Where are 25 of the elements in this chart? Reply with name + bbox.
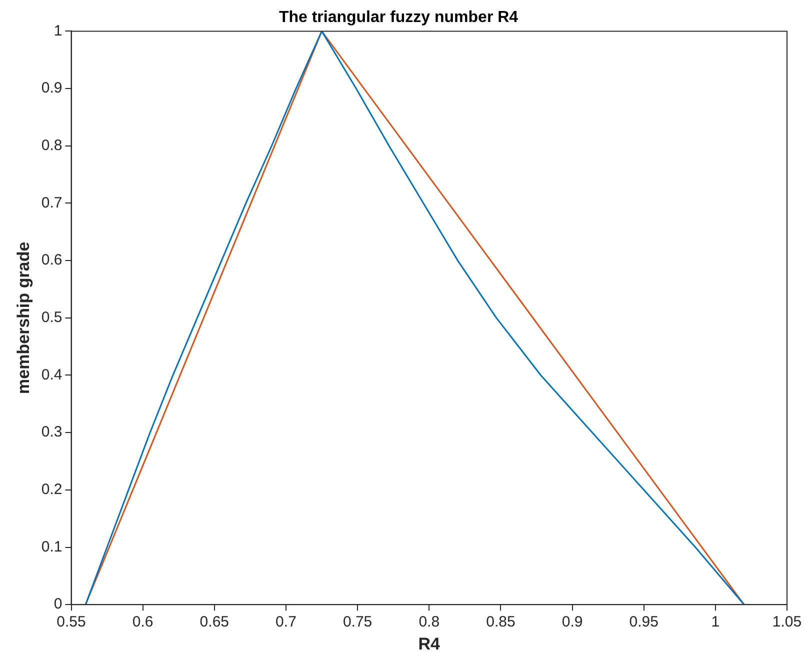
y-tick-label: 0.4 bbox=[41, 366, 62, 384]
x-tick-label: 0.6 bbox=[132, 614, 154, 631]
chart-title: The triangular fuzzy number R4 bbox=[278, 9, 518, 26]
y-tick-label: 0.5 bbox=[41, 309, 62, 326]
x-tick-label: 0.8 bbox=[418, 614, 440, 631]
y-tick-label: 0 bbox=[54, 596, 62, 613]
x-tick-label: 0.65 bbox=[200, 614, 230, 631]
y-axis-title: membership grade bbox=[14, 242, 33, 394]
x-tick-label: 0.75 bbox=[342, 614, 372, 631]
x-axis-title: R4 bbox=[418, 634, 441, 654]
x-tick-label: 0.7 bbox=[276, 614, 296, 631]
y-tick-label: 0.6 bbox=[41, 252, 62, 269]
y-tick-label: 0.8 bbox=[41, 137, 62, 154]
y-tick-label: 0.7 bbox=[41, 194, 62, 212]
y-tick-label: 0.9 bbox=[41, 80, 62, 97]
y-tick-label: 0.2 bbox=[41, 481, 62, 498]
y-tick-label: 0.1 bbox=[41, 538, 62, 556]
x-tick-label: 1.05 bbox=[772, 614, 802, 631]
x-tick-label: 0.9 bbox=[562, 614, 583, 631]
y-tick-label: 0.3 bbox=[41, 424, 62, 441]
x-tick-label: 0.95 bbox=[629, 614, 658, 631]
x-tick-label: 0.85 bbox=[486, 614, 516, 631]
x-tick-label: 1 bbox=[711, 614, 720, 631]
y-tick-label: 1 bbox=[54, 22, 62, 40]
x-tick-label: 0.55 bbox=[56, 614, 86, 631]
